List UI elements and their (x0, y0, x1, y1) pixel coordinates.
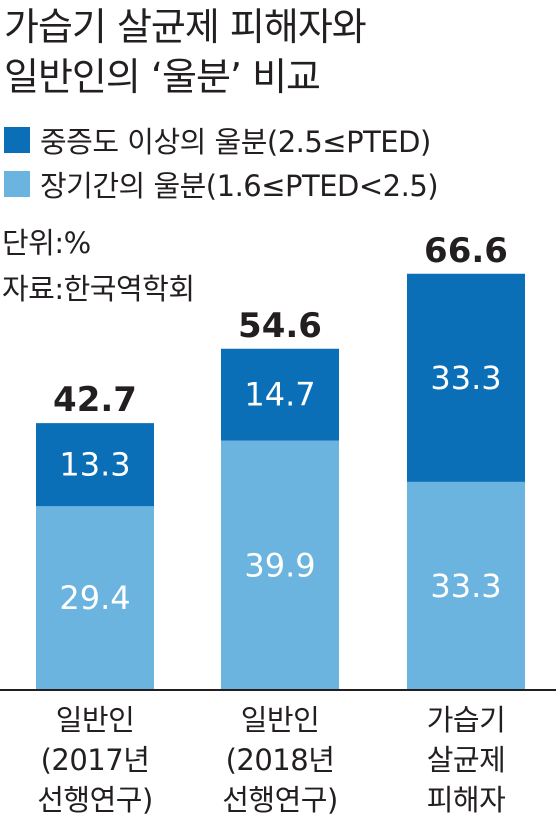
title-line-2: 일반인의 ‘울분’ 비교 (4, 55, 321, 99)
legend-item-severe: 중증도 이상의 울분(2.5≤PTED) (4, 118, 438, 162)
value-label-severe-1: 13.3 (59, 446, 130, 484)
category-label-3: 가습기 살균제 피해자 (426, 703, 506, 817)
bar-severe-1 (36, 423, 154, 507)
value-label-severe-2: 14.7 (244, 376, 315, 414)
bar-longterm-2 (221, 440, 339, 690)
chart-title: 가습기 살균제 피해자와 일반인의 ‘울분’ 비교 (4, 2, 367, 102)
value-label-longterm-1: 29.4 (59, 579, 130, 617)
total-label-2: 54.6 (238, 306, 322, 346)
category-label-2: 일반인 (2018년 선행연구) (222, 703, 338, 817)
bar-severe-3 (407, 273, 525, 482)
total-label-3: 66.6 (424, 231, 508, 271)
source-note: 자료:한국역학회 (2, 272, 195, 306)
category-label-1: 일반인 (2017년 선행연구) (37, 703, 153, 817)
bar-longterm-3 (407, 481, 525, 690)
total-label-1: 42.7 (53, 380, 137, 420)
legend-swatch-severe (4, 127, 30, 153)
bar-severe-2 (221, 348, 339, 441)
legend-label-longterm: 장기간의 울분(1.6≤PTED<2.5) (40, 169, 439, 203)
legend: 중증도 이상의 울분(2.5≤PTED) 장기간의 울분(1.6≤PTED<2.… (4, 118, 439, 206)
value-label-longterm-3: 33.3 (430, 567, 501, 605)
bar-longterm-1 (36, 506, 154, 690)
unit-note: 단위:% (2, 226, 91, 260)
value-label-longterm-2: 39.9 (244, 546, 315, 584)
title-line-1: 가습기 살균제 피해자와 (4, 5, 367, 49)
bar-chart: 29.4 13.3 42.7 39.9 14.7 54.6 33.3 33.3 66.6 (0, 231, 556, 691)
legend-label-severe: 중증도 이상의 울분(2.5≤PTED) (40, 125, 431, 159)
value-label-severe-3: 33.3 (430, 359, 501, 397)
legend-item-longterm: 장기간의 울분(1.6≤PTED<2.5) (4, 162, 439, 206)
legend-swatch-longterm (4, 171, 30, 197)
